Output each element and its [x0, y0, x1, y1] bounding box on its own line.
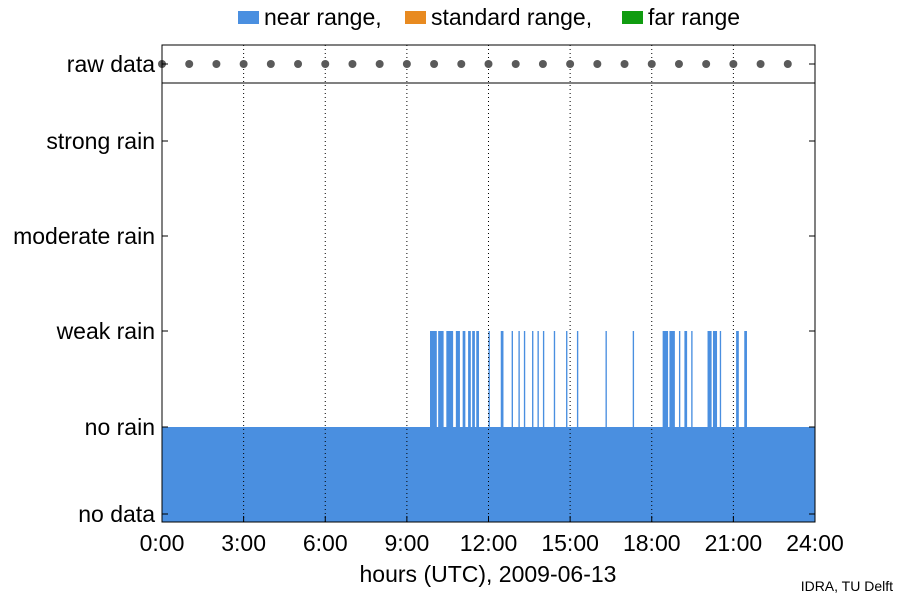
y-label-no-rain: no rain: [85, 414, 155, 440]
bar-weak-rain-16: [553, 331, 556, 428]
x-tick-label-7: 21:00: [705, 530, 763, 556]
bar-weak-rain-12: [523, 331, 526, 428]
raw-data-point-23: [783, 60, 792, 68]
legend: near range, standard range, far range: [238, 4, 740, 30]
bar-weak-rain-15: [542, 331, 545, 428]
legend-label-2: far range: [648, 4, 740, 30]
raw-data-point-3: [239, 60, 248, 68]
legend-label-0: near range,: [264, 4, 382, 30]
raw-data-point-20: [702, 60, 711, 68]
raw-data-point-1: [185, 60, 194, 68]
x-tick-label-1: 3:00: [221, 530, 266, 556]
raw-data-point-21: [729, 60, 738, 68]
bar-weak-rain-30: [744, 331, 747, 428]
bar-weak-rain-10: [511, 331, 513, 428]
raw-data-point-17: [620, 60, 629, 68]
bar-weak-rain-21: [662, 331, 669, 428]
raw-data-point-10: [430, 60, 439, 68]
bar-weak-rain-27: [712, 331, 718, 428]
raw-data-point-5: [294, 60, 303, 68]
bar-weak-rain-17: [566, 331, 568, 428]
bar-weak-rain-9: [500, 331, 504, 428]
raw-data-point-4: [266, 60, 275, 68]
raw-data-point-22: [756, 60, 765, 68]
raw-data-point-18: [647, 60, 656, 68]
bar-weak-rain-3: [455, 331, 460, 428]
bar-weak-rain-20: [632, 331, 635, 428]
raw-data-point-6: [321, 60, 330, 68]
raw-data-point-11: [457, 60, 466, 68]
raw-data-point-8: [375, 60, 384, 68]
x-tick-label-5: 15:00: [541, 530, 599, 556]
credit-text: IDRA, TU Delft: [800, 578, 893, 594]
bar-weak-rain-8: [488, 331, 490, 428]
y-label-no-data: no data: [78, 501, 155, 527]
raw-data-point-19: [674, 60, 683, 68]
x-axis-label: hours (UTC), 2009-06-13: [360, 561, 617, 587]
y-label-raw-data: raw data: [67, 51, 155, 77]
bars: [162, 331, 815, 522]
bar-weak-rain-25: [691, 331, 693, 428]
legend-swatch-2: [622, 11, 643, 24]
bar-weak-rain-5: [468, 331, 471, 428]
bar-weak-rain-14: [537, 331, 539, 428]
bar-weak-rain-26: [707, 331, 712, 428]
x-tick-label-8: 24:00: [786, 530, 844, 556]
x-tick-label-4: 12:00: [460, 530, 518, 556]
raw-data-strip: [158, 60, 792, 68]
bar-weak-rain-11: [518, 331, 520, 428]
bar-weak-rain-19: [605, 331, 607, 428]
raw-data-point-13: [511, 60, 520, 68]
raw-data-point-12: [484, 60, 493, 68]
bar-weak-rain-13: [532, 331, 534, 428]
bar-weak-rain-22: [669, 331, 675, 428]
y-axis: raw data no data no rain weak rain moderate …: [13, 51, 815, 527]
raw-data-point-14: [538, 60, 547, 68]
raw-data-point-15: [566, 60, 575, 68]
bar-weak-rain-29: [736, 331, 739, 428]
x-tick-label-2: 6:00: [303, 530, 348, 556]
x-tick-label-3: 9:00: [384, 530, 429, 556]
bar-weak-rain-4: [462, 331, 466, 428]
bar-weak-rain-24: [684, 331, 688, 428]
bar-weak-rain-18: [576, 331, 579, 428]
bar-weak-rain-2: [446, 331, 454, 428]
raw-data-point-9: [402, 60, 411, 68]
legend-swatch-1: [405, 11, 426, 24]
x-tick-label-0: 0:00: [140, 530, 185, 556]
legend-swatch-0: [238, 11, 259, 24]
bar-weak-rain-28: [719, 331, 722, 428]
legend-label-1: standard range,: [431, 4, 592, 30]
x-axis: 0:00 3:00 6:00 9:00 12:00 15:00 18:00 21:00 24:0…: [140, 516, 844, 556]
bar-weak-rain-1: [438, 331, 444, 428]
y-label-strong-rain: strong rain: [46, 128, 155, 154]
bar-weak-rain-23: [678, 331, 681, 428]
bar-weak-rain-6: [472, 331, 475, 428]
raw-data-point-2: [212, 60, 221, 68]
y-label-weak-rain: weak rain: [56, 318, 155, 344]
bar-weak-rain-0: [430, 331, 437, 428]
raw-data-point-16: [593, 60, 602, 68]
bar-weak-rain-7: [476, 331, 479, 428]
raw-data-point-7: [348, 60, 357, 68]
x-tick-label-6: 18:00: [623, 530, 681, 556]
bar-baseline: [162, 427, 815, 522]
y-label-moderate-rain: moderate rain: [13, 223, 155, 249]
